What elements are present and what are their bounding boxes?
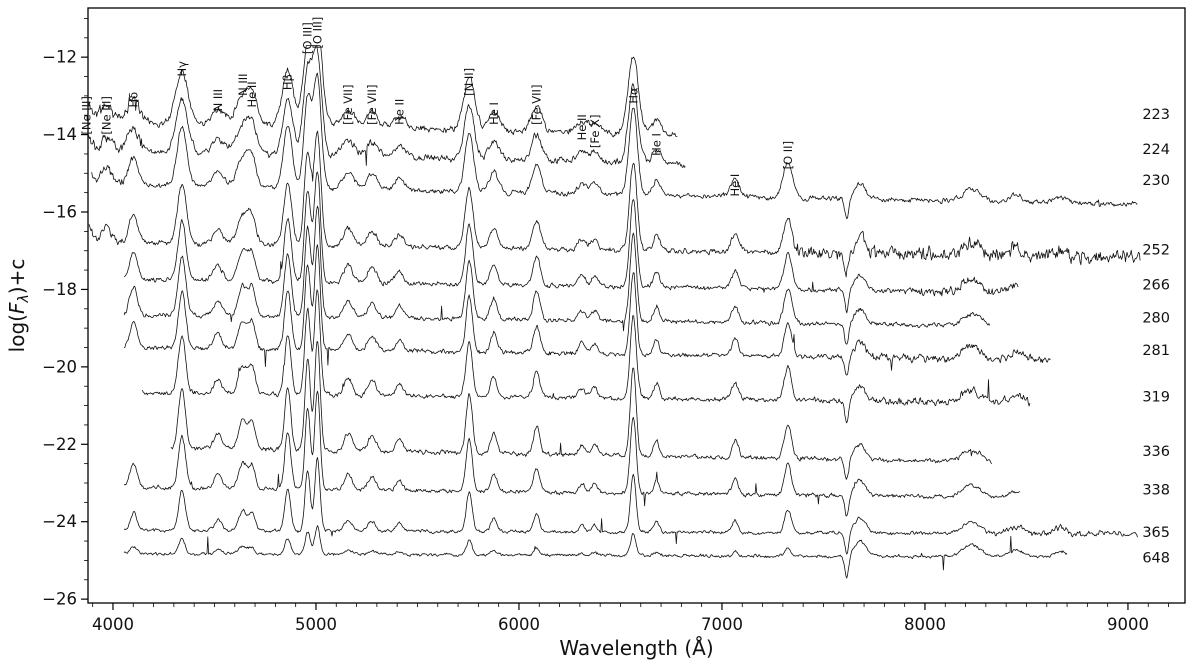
epoch-label-224: 224 xyxy=(1142,142,1170,158)
line-label: [Fe X] xyxy=(588,115,602,149)
spectrum-trace-224 xyxy=(88,45,686,168)
y-tick-label: −26 xyxy=(42,590,77,609)
line-label: He II xyxy=(245,81,259,107)
y-tick-label: −20 xyxy=(42,357,77,376)
spectrum-trace-319 xyxy=(142,289,1031,424)
spectrum-trace-648 xyxy=(123,525,1068,579)
x-tick-label: 4000 xyxy=(92,615,134,634)
line-label: [O III] xyxy=(301,22,315,54)
spectrum-trace-252 xyxy=(88,130,1141,278)
x-tick-label: 9000 xyxy=(1107,615,1149,634)
x-tick-label: 6000 xyxy=(498,615,540,634)
epoch-label-266: 266 xyxy=(1142,277,1170,293)
line-label: Hδ xyxy=(127,92,141,108)
x-tick-label: 5000 xyxy=(295,615,337,634)
line-label: He II xyxy=(575,114,589,140)
epoch-label-223: 223 xyxy=(1142,107,1170,123)
line-label: N III xyxy=(236,73,250,95)
epoch-label-281: 281 xyxy=(1142,343,1170,359)
spectrum-trace-266 xyxy=(124,171,1019,314)
epoch-labels: 223 224 230 252 266 280 281 319 336 338 365 648 xyxy=(1142,107,1170,566)
spectrum-trace-230 xyxy=(91,72,1138,220)
epoch-label-648: 648 xyxy=(1142,550,1170,566)
spectrum-trace-280 xyxy=(123,205,991,345)
x-axis: 4000 5000 6000 7000 8000 9000 Wavelength (Å) xyxy=(92,603,1169,660)
y-tick-label: −24 xyxy=(42,512,77,531)
line-label: Hα xyxy=(626,87,640,104)
line-label: [N II] xyxy=(462,68,476,96)
line-label: Hβ xyxy=(281,74,295,90)
line-label: He II xyxy=(393,99,407,125)
plot-frame xyxy=(87,7,1186,604)
x-tick-label: 7000 xyxy=(701,615,743,634)
epoch-label-336: 336 xyxy=(1142,444,1170,460)
line-label: He I xyxy=(650,133,664,156)
line-label: [O II] xyxy=(781,141,795,169)
y-axis-label: log(Fλ)+c xyxy=(5,259,32,353)
line-label: [Fe VII] xyxy=(365,85,379,125)
line-label: [Fe VII] xyxy=(530,85,544,125)
spectrum-trace-223 xyxy=(88,45,678,138)
y-tick-label: −14 xyxy=(42,125,77,144)
y-tick-label: −16 xyxy=(42,203,77,222)
epoch-label-338: 338 xyxy=(1142,483,1170,499)
x-tick-label: 8000 xyxy=(904,615,946,634)
line-label: He I xyxy=(728,174,742,197)
epoch-label-365: 365 xyxy=(1142,525,1170,541)
line-label: [Ne III] xyxy=(79,96,93,134)
epoch-label-230: 230 xyxy=(1142,173,1170,189)
y-tick-label: −12 xyxy=(42,48,77,67)
epoch-label-280: 280 xyxy=(1142,310,1170,326)
line-label: [O III] xyxy=(310,17,324,49)
line-label: [Fe VII] xyxy=(341,85,355,125)
line-label: [Ne III] xyxy=(99,96,113,134)
spectrum-trace-365 xyxy=(123,457,1138,555)
x-axis-label: Wavelength (Å) xyxy=(559,636,713,660)
spectrum-trace-338 xyxy=(123,390,1020,517)
spectrum-trace-281 xyxy=(123,244,1051,376)
spectra-traces xyxy=(88,45,1141,579)
epoch-label-319: 319 xyxy=(1142,390,1170,406)
line-label: He I xyxy=(487,102,501,125)
y-tick-label: −18 xyxy=(42,280,77,299)
line-label: Hγ xyxy=(175,61,189,77)
y-tick-label: −22 xyxy=(42,435,77,454)
y-axis: −26 −24 −22 −20 −18 −16 −14 −12 log(Fλ)+c xyxy=(5,18,88,609)
line-label: N III xyxy=(211,89,225,111)
epoch-label-252: 252 xyxy=(1142,243,1170,259)
spectrum-trace-336 xyxy=(170,341,993,480)
